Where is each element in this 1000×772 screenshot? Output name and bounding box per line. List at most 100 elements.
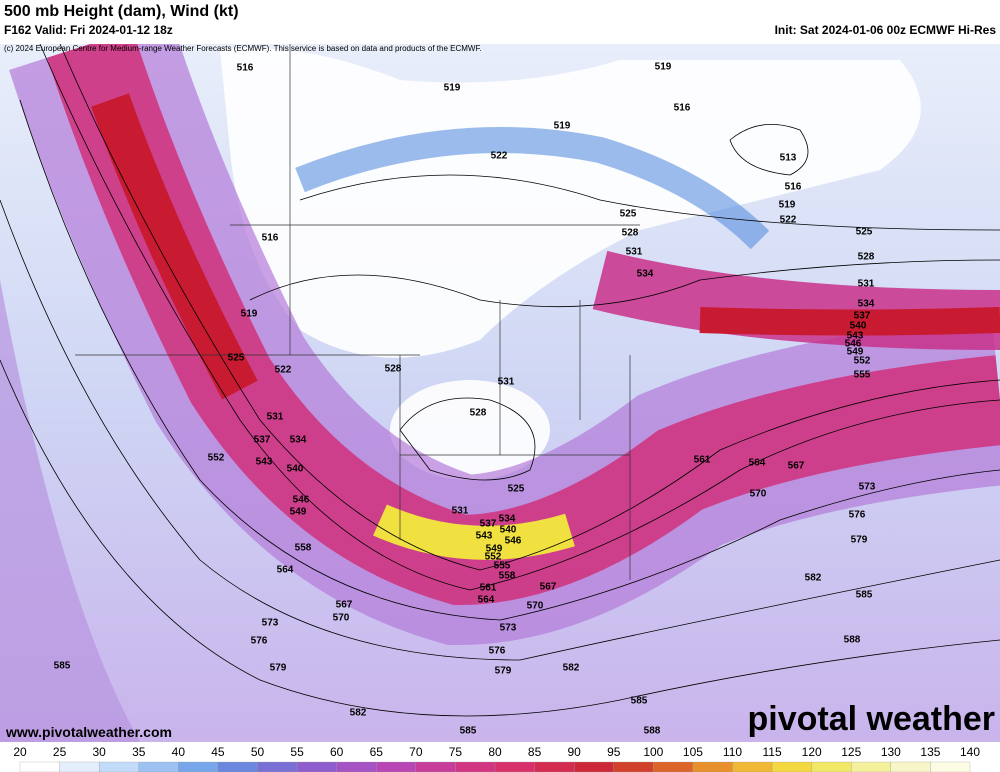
- colorbar-swatch: [59, 761, 100, 772]
- colorbar-swatch: [851, 761, 891, 772]
- colorbar-swatch: [771, 761, 812, 772]
- contour-label: 582: [350, 708, 367, 719]
- colorbar-swatch: [455, 761, 496, 772]
- contour-label: 543: [847, 331, 864, 342]
- colorbar-swatch: [415, 761, 456, 772]
- contour-label: 576: [849, 510, 866, 521]
- contour-label: 588: [844, 635, 861, 646]
- contour-label: 555: [854, 370, 871, 381]
- contour-label: 579: [495, 666, 512, 677]
- contour-label: 543: [476, 531, 493, 542]
- colorbar-tick-label: 30: [92, 745, 106, 759]
- contour-label: 531: [626, 247, 643, 258]
- contour-label: 585: [460, 726, 477, 737]
- contour-label: 549: [486, 544, 503, 555]
- purple-region: [0, 280, 140, 742]
- valid-time: F162 Valid: Fri 2024-01-12 18z: [4, 23, 173, 37]
- colorbar-swatch: [732, 761, 773, 772]
- contour-label: 582: [563, 663, 580, 674]
- colorbar-swatch: [178, 761, 219, 772]
- contour-label: 537: [254, 435, 271, 446]
- contour-label: 570: [750, 489, 767, 500]
- contour-label: 564: [478, 595, 495, 606]
- init-time: Init: Sat 2024-01-06 00z ECMWF Hi-Res: [775, 23, 997, 37]
- colorbar-tick-label: 85: [528, 745, 542, 759]
- colorbar-tick-label: 130: [881, 745, 901, 759]
- contour-label: 513: [780, 153, 797, 164]
- contour-label: 537: [480, 519, 497, 530]
- colorbar-tick-label: 55: [290, 745, 304, 759]
- colorbar-tick-label: 60: [330, 745, 344, 759]
- colorbar-swatch: [257, 761, 298, 772]
- contour-label: 549: [290, 507, 307, 518]
- contour-label: 519: [444, 83, 461, 94]
- contour-label: 573: [859, 482, 876, 493]
- colorbar-tick-label: 70: [409, 745, 423, 759]
- contour-label: 564: [277, 565, 294, 576]
- colorbar-swatch: [930, 761, 971, 772]
- colorbar-tick-label: 105: [683, 745, 703, 759]
- contour-label: 540: [500, 525, 517, 536]
- colorbar-tick-label: 80: [488, 745, 502, 759]
- colorbar-tick-label: 50: [251, 745, 265, 759]
- jet-east-core: [699, 307, 1000, 336]
- colorbar-tick-label: 45: [211, 745, 225, 759]
- contour-label: 534: [858, 299, 875, 310]
- contour-label: 567: [540, 582, 557, 593]
- colorbar-swatch: [811, 761, 852, 772]
- colorbar-swatch: [217, 761, 258, 772]
- calm-region: [220, 48, 921, 358]
- header-bg: [0, 0, 1000, 44]
- jet-max-south: [373, 504, 575, 560]
- contour-label: 531: [267, 412, 284, 423]
- colorbar-swatch: [99, 761, 139, 772]
- contour-label: 552: [854, 356, 871, 367]
- contour-label: 573: [262, 618, 279, 629]
- contour-label: 576: [251, 636, 268, 647]
- contour-label: 564: [749, 458, 766, 469]
- contour-label: 555: [494, 561, 511, 572]
- website: www.pivotalweather.com: [5, 724, 172, 740]
- colorbar-swatch: [494, 761, 535, 772]
- colorbar-swatch: [336, 761, 377, 772]
- contour-label: 525: [856, 227, 873, 238]
- contour-label: 528: [858, 252, 875, 263]
- colorbar-tick-label: 100: [643, 745, 663, 759]
- contour-label: 516: [785, 182, 802, 193]
- contour-label: 531: [498, 377, 515, 388]
- contour-label: 552: [208, 453, 225, 464]
- contour-label: 540: [850, 321, 867, 332]
- colorbar-tick-label: 140: [960, 745, 980, 759]
- contour-label: 573: [500, 623, 517, 634]
- logo: pivotal weather: [747, 700, 995, 738]
- contour-label: 582: [805, 573, 822, 584]
- contour-label: 567: [788, 461, 805, 472]
- contour-label: 576: [489, 646, 506, 657]
- contour-label: 519: [241, 309, 258, 320]
- contour-label: 546: [505, 536, 522, 547]
- colorbar-tick-label: 125: [841, 745, 861, 759]
- contour-label: 579: [851, 535, 868, 546]
- contour-label: 561: [480, 583, 497, 594]
- contour-label: 549: [847, 347, 864, 358]
- height-contours: [0, 44, 1000, 717]
- contour-label: 546: [293, 495, 310, 506]
- colorbar-swatch: [574, 761, 614, 772]
- contour-label: 534: [637, 269, 654, 280]
- contour-label: 540: [287, 464, 304, 475]
- contour-label: 558: [295, 543, 312, 554]
- contour-label: 528: [385, 364, 402, 375]
- contour-label: 522: [780, 215, 797, 226]
- contour-label: 567: [336, 600, 353, 611]
- contour-label: 534: [290, 435, 307, 446]
- contour-label: 516: [262, 233, 279, 244]
- colorbar-tick-label: 135: [920, 745, 940, 759]
- colorbar-tick-label: 40: [172, 745, 186, 759]
- contour-label: 528: [470, 408, 487, 419]
- colorbar-tick-label: 95: [607, 745, 621, 759]
- colorbar-tick-label: 110: [723, 745, 742, 759]
- contour-label: 525: [508, 484, 525, 495]
- colorbar-tick-label: 75: [449, 745, 463, 759]
